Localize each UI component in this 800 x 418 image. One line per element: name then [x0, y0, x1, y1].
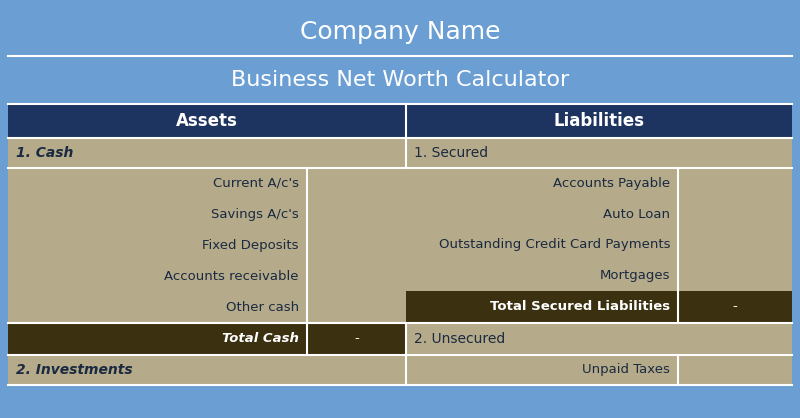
- Text: Unpaid Taxes: Unpaid Taxes: [582, 364, 670, 377]
- Bar: [306, 168, 406, 323]
- Text: Accounts Payable: Accounts Payable: [553, 177, 670, 190]
- Text: Other cash: Other cash: [226, 301, 298, 314]
- Text: Accounts receivable: Accounts receivable: [164, 270, 298, 283]
- Bar: [406, 104, 792, 138]
- Text: 1. Secured: 1. Secured: [414, 146, 488, 160]
- Text: 2. Investments: 2. Investments: [16, 363, 133, 377]
- Text: Business Net Worth Calculator: Business Net Worth Calculator: [231, 70, 569, 90]
- Text: Savings A/c's: Savings A/c's: [211, 208, 298, 221]
- Text: Assets: Assets: [176, 112, 238, 130]
- Text: Current A/c's: Current A/c's: [213, 177, 298, 190]
- Bar: [8, 56, 792, 104]
- Bar: [406, 138, 792, 168]
- Text: -: -: [733, 301, 738, 314]
- Bar: [8, 323, 306, 355]
- Bar: [8, 8, 792, 56]
- Text: Company Name: Company Name: [300, 20, 500, 44]
- Text: Total Cash: Total Cash: [222, 332, 298, 346]
- Bar: [8, 355, 406, 385]
- Text: Fixed Deposits: Fixed Deposits: [202, 239, 298, 252]
- Bar: [406, 355, 678, 385]
- Bar: [8, 104, 406, 138]
- Bar: [678, 291, 792, 323]
- Text: 2. Unsecured: 2. Unsecured: [414, 332, 506, 346]
- Bar: [406, 168, 678, 291]
- Text: Mortgages: Mortgages: [600, 269, 670, 282]
- Text: Liabilities: Liabilities: [554, 112, 645, 130]
- Bar: [8, 168, 306, 323]
- Text: -: -: [354, 332, 359, 346]
- Bar: [792, 0, 800, 418]
- Bar: [406, 291, 678, 323]
- Text: Auto Loan: Auto Loan: [603, 208, 670, 221]
- Text: Total Secured Liabilities: Total Secured Liabilities: [490, 301, 670, 314]
- Bar: [678, 355, 792, 385]
- Text: 1. Cash: 1. Cash: [16, 146, 74, 160]
- Bar: [8, 138, 406, 168]
- Bar: [306, 323, 406, 355]
- Bar: [0, 0, 800, 8]
- Text: Outstanding Credit Card Payments: Outstanding Credit Card Payments: [439, 238, 670, 251]
- Bar: [406, 323, 792, 355]
- Bar: [678, 168, 792, 291]
- Bar: [0, 410, 800, 418]
- Bar: [0, 0, 8, 418]
